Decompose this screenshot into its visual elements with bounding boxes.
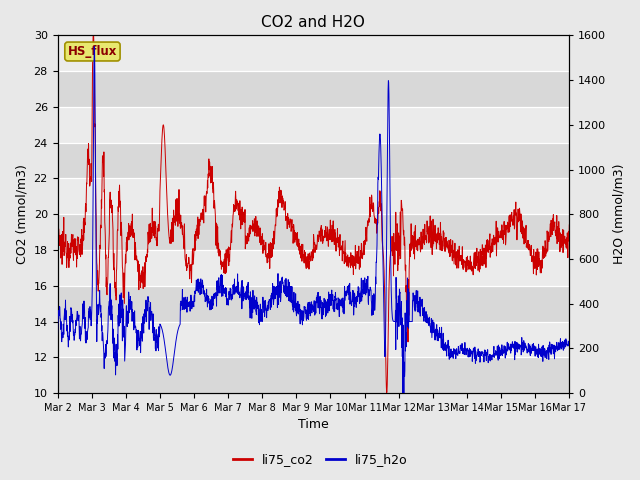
Bar (58, 107, 570, 143)
Y-axis label: CO2 (mmol/m3): CO2 (mmol/m3) (15, 164, 28, 264)
Bar (58, 71, 570, 107)
Title: CO2 and H2O: CO2 and H2O (262, 15, 365, 30)
Bar (58, 143, 570, 179)
Text: HS_flux: HS_flux (68, 45, 117, 58)
Bar (58, 286, 570, 322)
Bar (58, 322, 570, 357)
Legend: li75_co2, li75_h2o: li75_co2, li75_h2o (228, 448, 412, 471)
Y-axis label: H2O (mmol/m3): H2O (mmol/m3) (612, 164, 625, 264)
X-axis label: Time: Time (298, 419, 329, 432)
Bar (58, 36, 570, 71)
Bar (58, 214, 570, 250)
Bar (58, 357, 570, 393)
Bar (58, 179, 570, 214)
Bar (58, 250, 570, 286)
